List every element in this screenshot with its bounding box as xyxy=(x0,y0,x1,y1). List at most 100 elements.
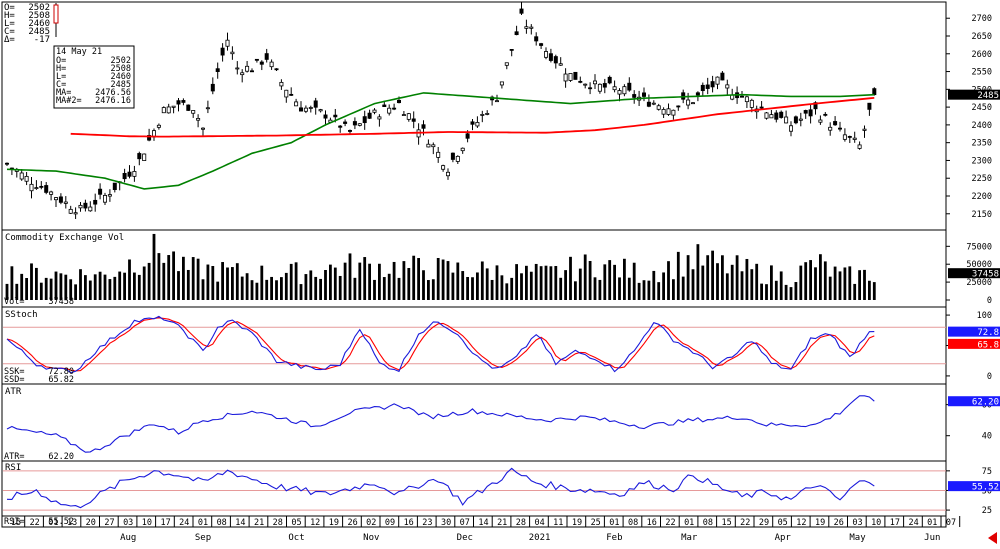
candle-body xyxy=(514,31,519,36)
volume-bar xyxy=(471,277,474,300)
volume-bar xyxy=(265,279,269,300)
volume-bar xyxy=(397,277,401,300)
candle-body xyxy=(808,109,813,117)
atr-readout-label: ATR= xyxy=(4,452,24,462)
candle-body xyxy=(377,116,382,120)
candle-body xyxy=(318,109,323,112)
candle-body xyxy=(49,191,54,195)
candle-body xyxy=(274,68,279,71)
price-axis-tick-label: 2700 xyxy=(972,14,992,24)
day-tick-label: 10 xyxy=(871,518,881,528)
day-tick-label: 13 xyxy=(67,518,77,528)
volume-bar xyxy=(804,262,808,300)
rsi-axis-tick-label: 25 xyxy=(982,506,992,516)
candle-body xyxy=(298,107,303,112)
volume-bar xyxy=(569,256,572,300)
volume-bar xyxy=(784,284,788,300)
volume-bar xyxy=(799,265,803,300)
candle-body xyxy=(396,99,401,104)
volume-bar xyxy=(760,283,763,300)
ssk-line xyxy=(6,315,875,374)
price-panel: 2150220022502300235024002450250025502600… xyxy=(5,1,1000,220)
rsi-axis-tick-label: 50 xyxy=(982,486,992,496)
volume-panel: 0 25000 50000 75000 37458 xyxy=(5,233,1000,306)
candle-body xyxy=(852,137,857,140)
volume-bar xyxy=(343,262,347,300)
volume-bar xyxy=(559,277,563,300)
volume-bar xyxy=(103,274,107,300)
volume-bar xyxy=(39,282,43,300)
volume-axis-tick-label: 75000 xyxy=(966,242,992,252)
candle-body xyxy=(470,121,475,125)
volume-bar xyxy=(353,277,357,300)
volume-bar xyxy=(711,250,714,300)
candle-body xyxy=(39,185,44,188)
stoch-axis-tick-label: 0 xyxy=(987,372,992,382)
candle-body xyxy=(450,152,455,160)
candle-body xyxy=(847,136,852,138)
volume-bar xyxy=(583,254,587,300)
volume-bar xyxy=(598,279,602,300)
day-tick-label: 04 xyxy=(534,518,544,528)
volume-bar xyxy=(721,255,724,300)
volume-bar xyxy=(226,267,229,300)
volume-axis-tick-label: 0 xyxy=(987,296,992,306)
candle-body xyxy=(382,104,387,108)
ma-fast-line xyxy=(6,92,875,190)
atr-last-badge-bg xyxy=(948,396,1000,407)
day-tick-label: 14 xyxy=(235,518,245,528)
red-left-arrow-icon[interactable] xyxy=(988,532,997,544)
volume-bar xyxy=(206,264,210,300)
day-tick-label: 11 xyxy=(553,518,563,528)
candle-body xyxy=(142,153,147,162)
day-tick-label: 21 xyxy=(497,518,507,528)
volume-bar xyxy=(245,273,249,300)
volume-bar xyxy=(289,263,293,300)
volume-bar xyxy=(490,279,494,300)
volume-bar xyxy=(15,283,19,300)
info-box: 14 May 21 O= 2502 H= 2508 L= 2460 C= 248… xyxy=(53,45,135,109)
day-tick-label: 20 xyxy=(86,518,96,528)
candle-body xyxy=(593,80,598,85)
candle-body xyxy=(44,185,49,193)
volume-bar xyxy=(701,265,705,300)
candle-body xyxy=(269,61,274,68)
candle-body xyxy=(627,82,632,91)
candle-body xyxy=(156,124,161,128)
ssd-line xyxy=(6,317,875,372)
volume-axis-tick-label: 25000 xyxy=(966,278,992,288)
volume-readout-value: 37458 xyxy=(48,297,74,307)
x-axis: 15 22 01 13 20 27 03 10 17 24 01 08 14 21 28 05 12 19 26 02… xyxy=(11,516,961,543)
volume-bar xyxy=(64,274,68,300)
day-tick-label: 28 xyxy=(273,518,283,528)
month-label: Nov xyxy=(363,533,379,543)
month-label: May xyxy=(849,533,866,543)
info-ma2-value: 2476.16 xyxy=(95,96,131,106)
volume-bar xyxy=(196,258,200,300)
candle-body xyxy=(666,108,671,115)
volume-bar xyxy=(564,270,567,300)
volume-bar xyxy=(284,272,288,300)
candle-body xyxy=(137,153,142,160)
day-tick-label: 24 xyxy=(908,518,918,528)
volume-bar xyxy=(725,273,729,300)
volume-bar xyxy=(382,277,386,300)
price-axis-tick-label: 2550 xyxy=(972,68,992,78)
volume-bar xyxy=(113,276,117,300)
rsi-last-badge-bg xyxy=(948,481,1000,492)
candle-body xyxy=(607,76,612,84)
candle-body xyxy=(504,62,509,66)
volume-bar xyxy=(667,261,670,300)
atr-line xyxy=(6,395,875,453)
volume-bar xyxy=(544,265,548,300)
candle-body xyxy=(406,113,411,120)
day-tick-label: 12 xyxy=(310,518,320,528)
candle-body xyxy=(431,144,436,148)
price-axis-tick-label: 2150 xyxy=(972,210,992,220)
day-tick-label: 14 xyxy=(478,518,488,528)
candle-body xyxy=(818,119,823,123)
volume-bar xyxy=(872,282,876,300)
price-axis-tick-label: 2450 xyxy=(972,103,992,113)
volume-bar xyxy=(461,271,465,300)
